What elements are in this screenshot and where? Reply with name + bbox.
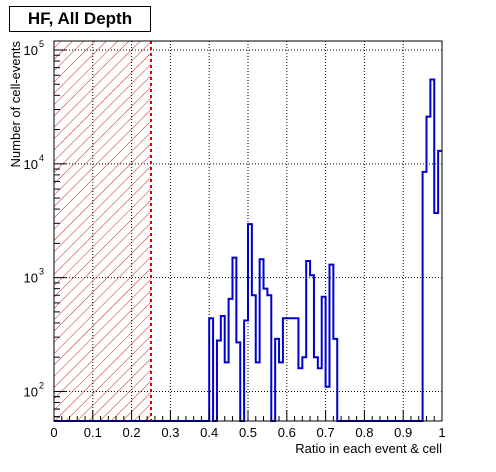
x-tick-label: 0.4 (200, 425, 218, 440)
histogram-bin (287, 318, 291, 421)
y-tick-label: 10 (24, 43, 38, 58)
y-tick-label: 10 (24, 271, 38, 286)
chart-title: HF, All Depth (9, 6, 151, 32)
x-tick-label: 1 (438, 425, 445, 440)
x-tick-label: 0.1 (84, 425, 102, 440)
y-tick-exponent: 5 (39, 39, 44, 49)
y-tick-exponent: 3 (39, 267, 44, 277)
x-tick-label: 0.3 (161, 425, 179, 440)
y-axis-title: Number of cell-events (8, 41, 23, 168)
histogram-bin (318, 368, 322, 421)
x-axis-title: Ratio in each event & cell (295, 441, 442, 456)
y-tick-exponent: 2 (39, 380, 44, 390)
y-tick-exponent: 4 (39, 153, 44, 163)
excluded-region-hatch (54, 41, 151, 421)
y-tick-label: 10 (24, 157, 38, 172)
x-tick-label: 0.5 (239, 425, 257, 440)
axis-ticks (53, 49, 443, 421)
x-tick-label: 0 (50, 425, 57, 440)
histogram-bin (434, 213, 438, 421)
y-tick-label: 10 (24, 384, 38, 399)
histogram-bin (298, 368, 302, 421)
x-tick-label: 0.9 (394, 425, 412, 440)
histogram-bin (264, 289, 268, 421)
x-tick-label: 0.7 (317, 425, 335, 440)
histogram-bin (291, 318, 295, 421)
x-tick-label: 0.6 (278, 425, 296, 440)
histogram-bin (256, 362, 260, 421)
x-tick-label: 0.8 (355, 425, 373, 440)
x-tick-label: 0.2 (123, 425, 141, 440)
